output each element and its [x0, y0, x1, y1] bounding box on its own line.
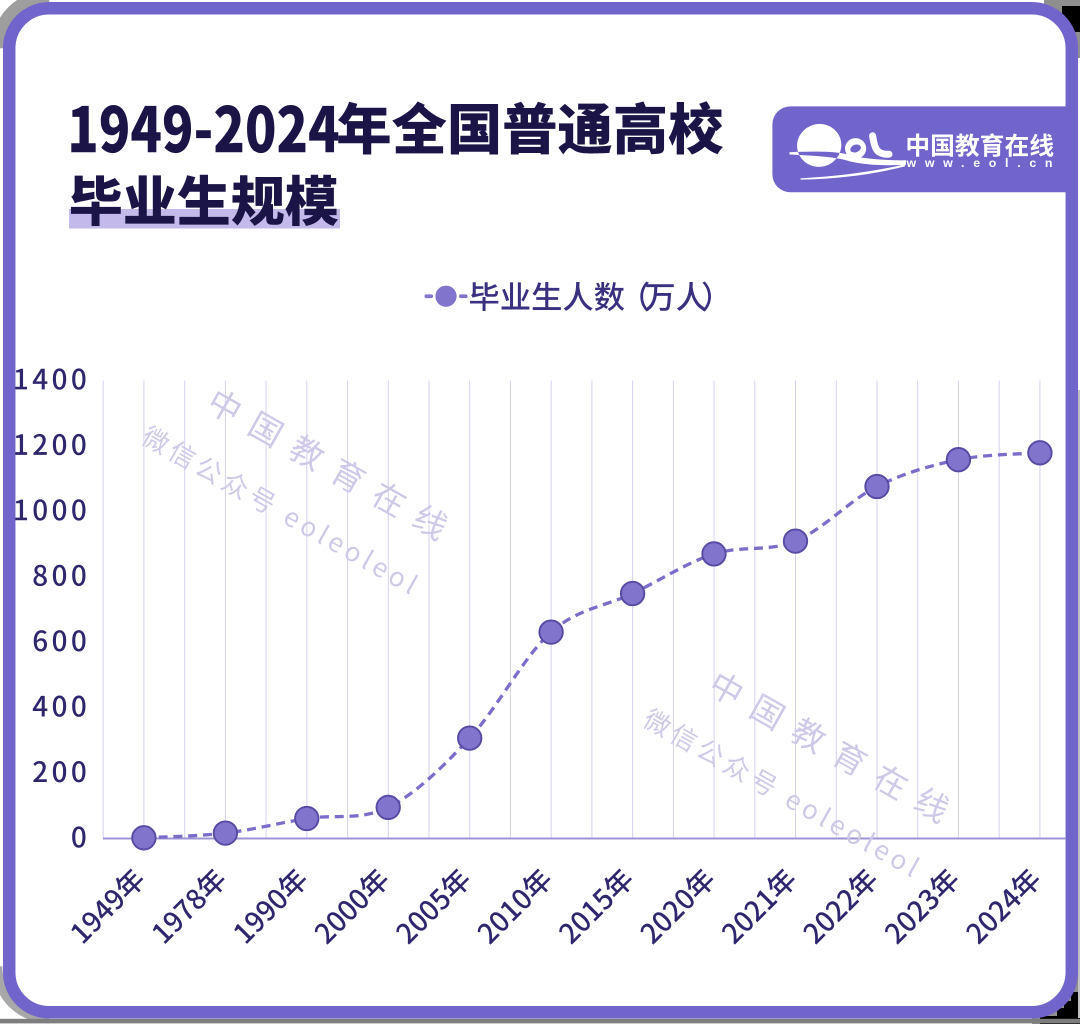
svg-text:www.eol.cn: www.eol.cn	[906, 156, 1062, 170]
